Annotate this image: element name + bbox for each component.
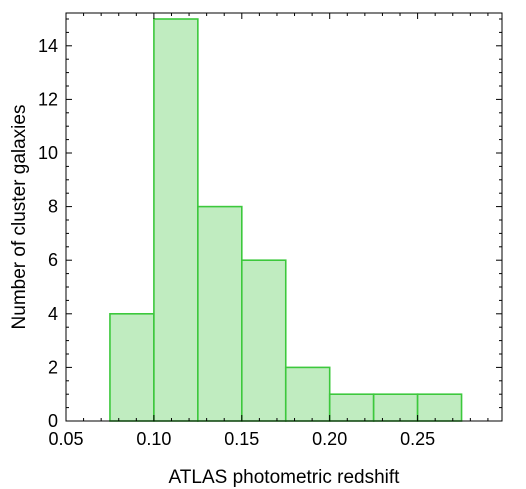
y-tick-label: 14: [38, 36, 58, 56]
y-axis: 0 2 4 6 8 10 12 14: [38, 18, 502, 431]
histogram-bar: [372, 393, 419, 422]
histogram-bar: [241, 259, 287, 422]
y-axis-title: Number of cluster galaxies: [9, 105, 30, 330]
y-tick-label: 4: [48, 304, 58, 324]
x-tick-label: 0.20: [312, 429, 347, 449]
x-tick-label: 0.15: [224, 429, 259, 449]
x-axis: 0.05 0.10 0.15 0.20 0.25: [48, 13, 489, 449]
y-tick-label: 10: [38, 143, 58, 163]
histogram-bar: [109, 312, 155, 422]
histogram-bar: [284, 366, 331, 422]
x-tick-label: 0.05: [48, 429, 83, 449]
y-tick-label: 12: [38, 89, 58, 109]
y-tick-label: 0: [48, 411, 58, 431]
histogram-bar: [328, 393, 375, 422]
x-tick-label: 0.25: [400, 429, 435, 449]
x-axis-title: ATLAS photometric redshift: [169, 467, 401, 488]
histogram-bar: [153, 18, 199, 422]
histogram-bar: [197, 205, 243, 422]
x-tick-label: 0.10: [136, 429, 171, 449]
histogram-bar: [416, 393, 463, 422]
y-tick-label: 6: [48, 250, 58, 270]
plot-frame: [65, 12, 503, 422]
y-tick-label: 8: [48, 197, 58, 217]
histogram-bars: [109, 18, 463, 422]
y-tick-label: 2: [48, 357, 58, 377]
